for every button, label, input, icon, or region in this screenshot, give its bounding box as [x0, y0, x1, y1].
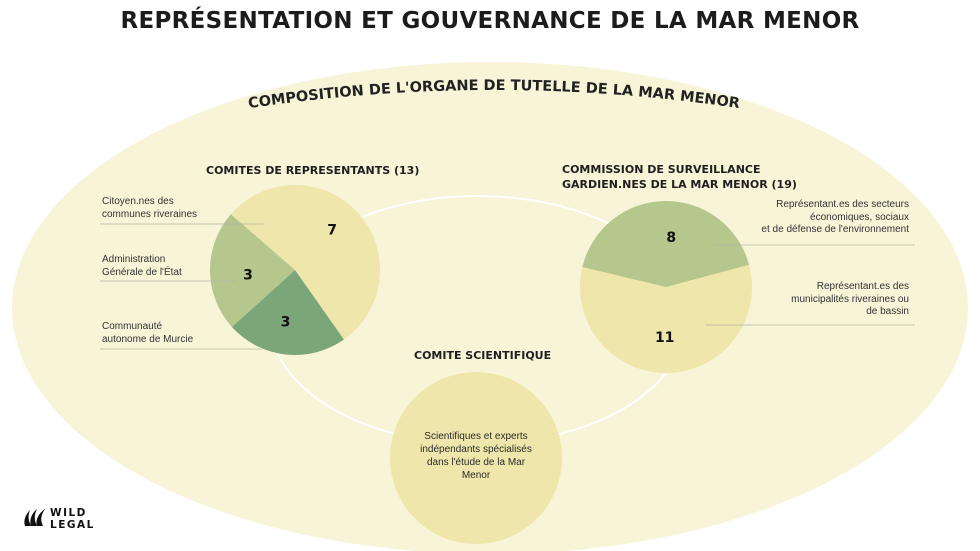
label-line: Représentant.es des secteurs — [776, 199, 909, 210]
label-line: communes riveraines — [102, 208, 198, 220]
scientific-heading: COMITE SCIENTIFIQUE — [414, 349, 552, 362]
left-heading: COMITES DE REPRESENTANTS (13) — [206, 164, 420, 177]
label-line: Communauté — [102, 321, 163, 332]
pie-slice — [230, 184, 381, 340]
label-sectors: Représentant.es des secteurs économiques… — [700, 199, 909, 237]
label-line: autonome de Murcie — [102, 333, 194, 345]
slice-value-label: 3 — [281, 315, 291, 331]
surveillance-pie: 11 8 — [580, 201, 753, 374]
heading-line: COMMISSION DE SURVEILLANCE — [562, 163, 761, 176]
label-murcia: Communauté autonome de Murcie — [102, 321, 252, 346]
slice-value-label: 11 — [655, 330, 674, 346]
pie-slice — [580, 264, 753, 374]
right-heading: COMMISSION DE SURVEILLANCE GARDIEN.NES D… — [562, 162, 797, 192]
slice-value-label: 8 — [666, 230, 676, 246]
label-line: Administration — [102, 254, 166, 265]
label-state: Administration Générale de l'État — [102, 254, 232, 279]
label-line: et de défense de l'environnement — [761, 224, 909, 235]
page-title: REPRÉSENTATION ET GOUVERNANCE DE LA MAR … — [120, 8, 860, 34]
pie-slice — [231, 270, 344, 355]
scientific-circle — [390, 372, 562, 544]
text-line: dans l'étude de la Mar — [426, 457, 526, 468]
label-line: Représentant.es des — [816, 281, 909, 292]
label-citizens: Citoyen.nes des communes riveraines — [102, 196, 262, 221]
label-municipalities: Représentant.es des municipalités rivera… — [740, 281, 909, 319]
label-line: municipalités riveraines ou — [791, 293, 909, 305]
pie-slice — [210, 214, 295, 327]
pie-slice — [582, 201, 750, 287]
slice-value-label: 7 — [327, 222, 337, 238]
label-line: Citoyen.nes des — [102, 196, 174, 207]
text-line: Menor — [461, 470, 491, 481]
logo-line: WILD — [50, 507, 87, 519]
representatives-pie: 7 3 3 — [210, 184, 381, 355]
text-line: Scientifiques et experts — [424, 431, 528, 442]
logo-text: WILD LEGAL — [50, 507, 95, 531]
slice-value-label: 3 — [243, 267, 253, 283]
logo-line: LEGAL — [50, 519, 95, 531]
wave-logo-icon — [24, 509, 45, 526]
label-line: de bassin — [866, 306, 909, 317]
heading-line: GARDIEN.NES DE LA MAR MENOR (19) — [562, 178, 797, 191]
label-line: Générale de l'État — [102, 266, 182, 278]
background-ellipse — [12, 62, 968, 551]
scientific-description: Scientifiques et experts indépendants sp… — [405, 430, 547, 482]
label-line: économiques, sociaux — [810, 211, 909, 223]
text-line: indépendants spécialisés — [420, 444, 532, 455]
